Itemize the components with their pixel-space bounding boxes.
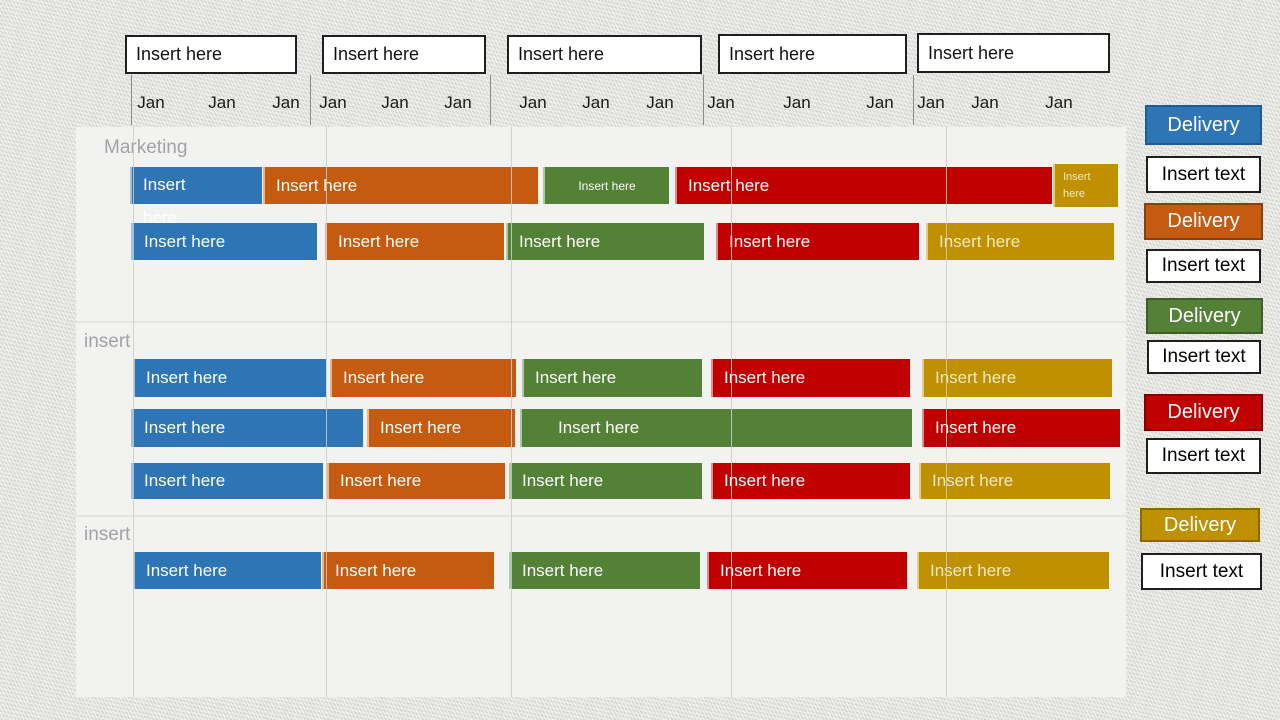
- section-label: insert: [84, 331, 131, 352]
- gantt-bar[interactable]: Insert here: [707, 552, 907, 589]
- month-label: Jan: [1045, 93, 1073, 112]
- month-label: Jan: [208, 93, 236, 112]
- gantt-bar[interactable]: Insert here: [917, 552, 1109, 589]
- gantt-bar[interactable]: Insert here: [367, 409, 515, 447]
- section-divider: [76, 321, 1126, 323]
- gantt-bar[interactable]: Insert here: [263, 167, 538, 204]
- month-label: Jan: [272, 93, 300, 112]
- gantt-bar[interactable]: Insert here: [711, 359, 910, 397]
- gantt-bar[interactable]: Insert here: [131, 223, 317, 260]
- gantt-bar[interactable]: Insert here: [675, 167, 1052, 204]
- gantt-bar[interactable]: Insert here: [131, 409, 363, 447]
- timeline-header-box[interactable]: Insert here: [718, 34, 907, 74]
- gantt-bar[interactable]: Insert here: [922, 359, 1112, 397]
- delivery-badge[interactable]: Delivery: [1144, 203, 1263, 240]
- gantt-bar[interactable]: Insert here: [506, 223, 704, 260]
- month-label: Jan: [866, 93, 894, 112]
- month-label: Jan: [137, 93, 165, 112]
- gantt-bar[interactable]: Insert here: [711, 463, 910, 499]
- gantt-bar[interactable]: Insert here: [133, 552, 321, 589]
- section-divider: [76, 515, 1126, 517]
- gantt-bar[interactable]: Insert here: [922, 409, 1120, 447]
- month-label: Jan: [519, 93, 547, 112]
- insert-text-box[interactable]: Insert text: [1141, 553, 1262, 590]
- month-label: Jan: [917, 93, 945, 112]
- gantt-bar[interactable]: Insert here: [133, 359, 326, 397]
- month-label: Jan: [319, 93, 347, 112]
- gridline: [511, 127, 512, 697]
- month-label: Jan: [971, 93, 999, 112]
- timeline-header-box[interactable]: Insert here: [917, 33, 1110, 73]
- delivery-badge[interactable]: Delivery: [1140, 508, 1260, 542]
- insert-text-box[interactable]: Insert text: [1147, 340, 1261, 374]
- tick-mark: [131, 75, 132, 125]
- gridline: [133, 127, 134, 697]
- month-label: Jan: [707, 93, 735, 112]
- tick-mark: [913, 75, 914, 125]
- insert-text-box[interactable]: Insert text: [1146, 438, 1261, 474]
- month-label: Jan: [444, 93, 472, 112]
- gantt-bar[interactable]: Insert here: [130, 167, 262, 227]
- gridline: [946, 127, 947, 697]
- tick-mark: [310, 75, 311, 125]
- tick-mark: [703, 75, 704, 125]
- section-label: insert: [84, 524, 131, 545]
- insert-text-box[interactable]: Insert text: [1146, 156, 1261, 193]
- month-label: Jan: [646, 93, 674, 112]
- month-label: Jan: [381, 93, 409, 112]
- gantt-bar[interactable]: Insert here: [322, 552, 494, 589]
- gantt-bar[interactable]: Insert here: [522, 359, 702, 397]
- delivery-badge[interactable]: Delivery: [1145, 105, 1262, 145]
- gantt-bar[interactable]: Insert here: [520, 409, 912, 447]
- delivery-badge[interactable]: Delivery: [1146, 298, 1263, 334]
- delivery-badge[interactable]: Delivery: [1144, 394, 1263, 431]
- gantt-bar[interactable]: Insert here: [330, 359, 516, 397]
- timeline-header-box[interactable]: Insert here: [322, 35, 486, 74]
- tick-mark: [490, 75, 491, 125]
- month-label: Jan: [783, 93, 811, 112]
- gantt-bar[interactable]: Insert here: [509, 552, 700, 589]
- section-label: Marketing: [104, 137, 188, 158]
- gantt-bar[interactable]: Insert here: [509, 463, 702, 499]
- gridline: [731, 127, 732, 697]
- gantt-bar[interactable]: Insert here: [919, 463, 1110, 499]
- gantt-bar[interactable]: Insert here: [716, 223, 919, 260]
- gantt-bar[interactable]: Insert here: [327, 463, 505, 499]
- gantt-bar[interactable]: Insert here: [131, 463, 323, 499]
- gantt-bar[interactable]: Insert here: [325, 223, 504, 260]
- insert-text-box[interactable]: Insert text: [1146, 249, 1261, 283]
- timeline-header-box[interactable]: Insert here: [125, 35, 297, 74]
- gridline: [326, 127, 327, 697]
- month-label: Jan: [582, 93, 610, 112]
- timeline-header-box[interactable]: Insert here: [507, 35, 702, 74]
- gantt-bar[interactable]: Insert here: [1053, 164, 1118, 207]
- gantt-bar[interactable]: Insert here: [543, 167, 669, 204]
- gantt-bar[interactable]: Insert here: [926, 223, 1114, 260]
